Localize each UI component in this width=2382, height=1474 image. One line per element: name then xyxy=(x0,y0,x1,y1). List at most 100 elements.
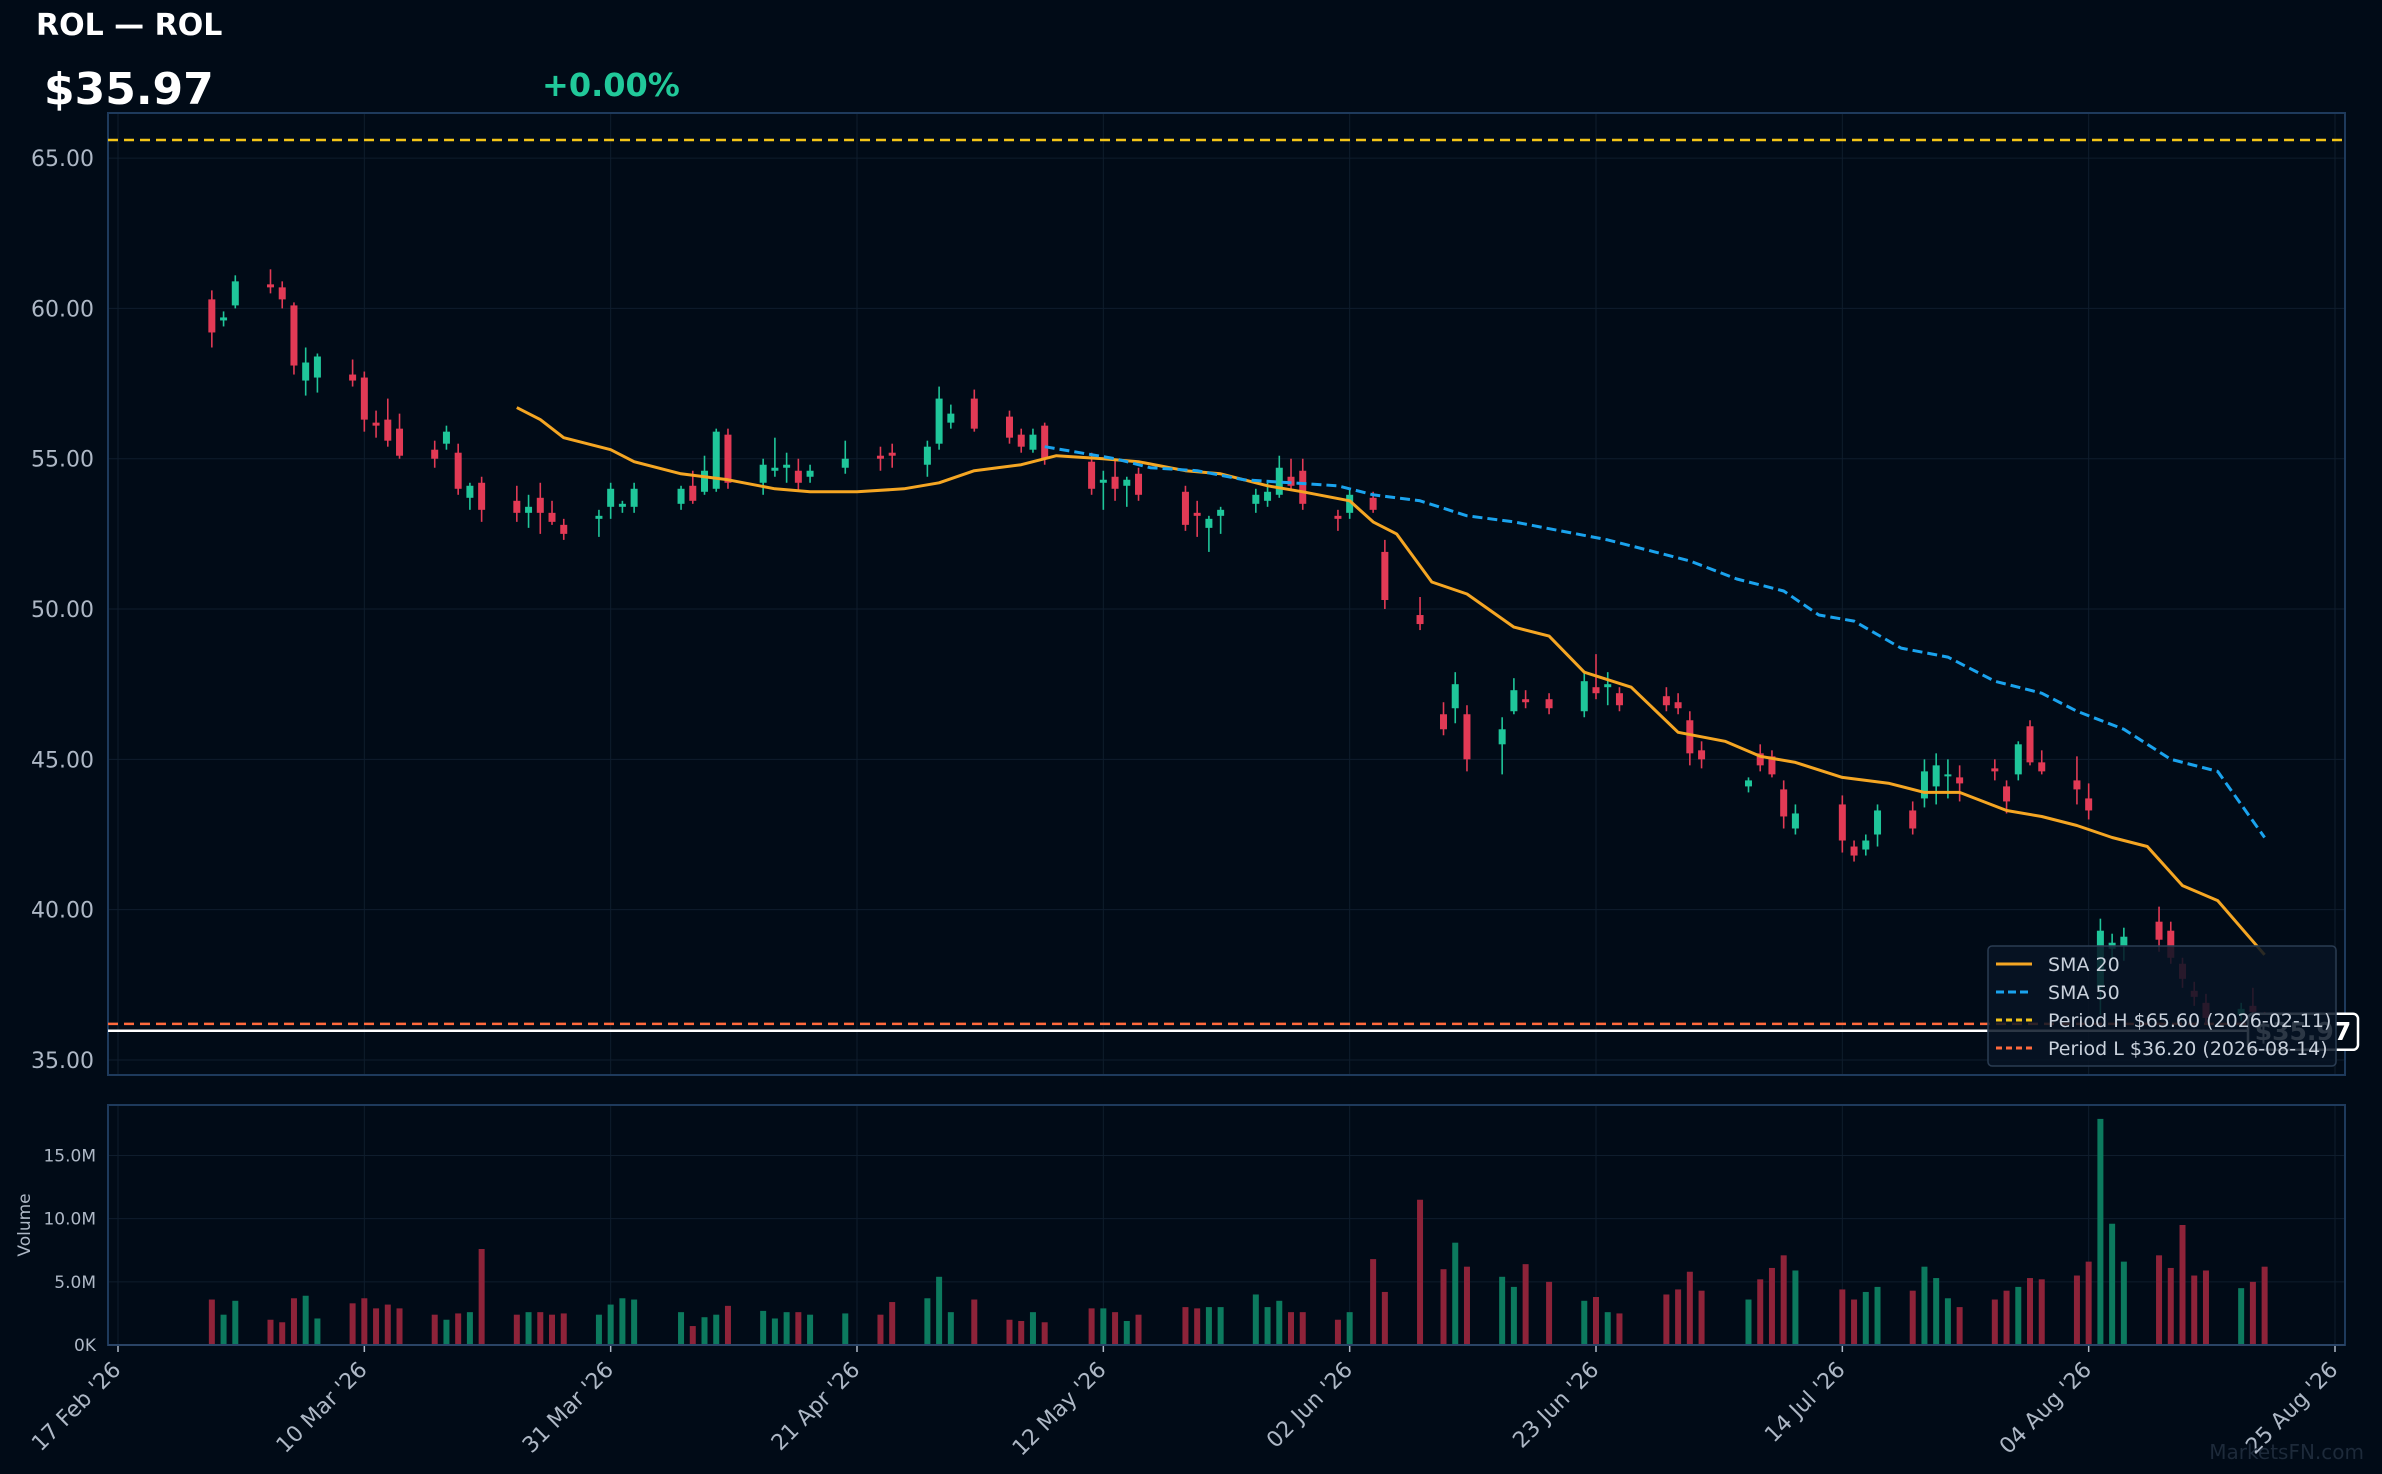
volume-bar xyxy=(1194,1308,1201,1345)
candle-body xyxy=(1498,729,1506,745)
volume-bar xyxy=(795,1312,802,1345)
candle-body xyxy=(1592,687,1600,694)
volume-bar xyxy=(842,1313,849,1345)
candle-body xyxy=(220,317,228,321)
volume-bar xyxy=(1123,1321,1130,1345)
legend-entry: Period L $36.20 (2026-08-14) xyxy=(2048,1038,2328,1060)
candle-body xyxy=(1744,780,1752,787)
candle-body xyxy=(2026,726,2034,763)
volume-bar xyxy=(631,1299,638,1345)
legend: SMA 20 SMA 50 Period H $65.60 (2026-02-11)… xyxy=(1987,945,2337,1067)
candle-body xyxy=(1135,473,1143,495)
volume-bar xyxy=(2261,1266,2268,1345)
volume-bar xyxy=(1593,1297,1599,1345)
volume-axis-label: Volume xyxy=(15,1193,35,1256)
volume-bar xyxy=(290,1298,297,1345)
volume-bar xyxy=(431,1314,438,1345)
candle-body xyxy=(759,464,767,483)
volume-bar xyxy=(1909,1290,1916,1345)
volume-bar xyxy=(373,1308,380,1345)
candle-body xyxy=(876,455,884,459)
candle-body xyxy=(360,377,368,420)
volume-bar xyxy=(1839,1289,1846,1345)
volume-bar xyxy=(1252,1294,1259,1345)
candle-body xyxy=(560,524,568,534)
volume-bar xyxy=(2120,1261,2127,1345)
volume-bar xyxy=(1862,1291,1869,1345)
candle-body xyxy=(1287,476,1295,486)
volume-bar xyxy=(936,1276,943,1345)
volume-bar xyxy=(466,1312,473,1345)
candle-body xyxy=(1005,416,1013,438)
candle-body xyxy=(1674,702,1682,709)
candle-body xyxy=(2073,780,2081,790)
legend-box xyxy=(1987,945,2337,1067)
price-change: +0.00% xyxy=(542,66,680,104)
candle-body xyxy=(1264,491,1272,501)
volume-bar xyxy=(2156,1255,2163,1345)
candle-body xyxy=(794,470,802,483)
volume-tick-label: 15.0M xyxy=(43,1147,96,1167)
volume-bar xyxy=(971,1299,978,1345)
candle-body xyxy=(1545,699,1553,709)
volume-bar xyxy=(1686,1271,1693,1345)
volume-bar xyxy=(2167,1267,2174,1345)
volume-bar xyxy=(783,1312,790,1345)
candle-body xyxy=(689,485,697,501)
volume-bar xyxy=(1029,1312,1036,1345)
candle-body xyxy=(513,500,521,513)
candle-body xyxy=(1111,476,1119,489)
candle-body xyxy=(231,281,239,306)
price-panel[interactable] xyxy=(107,112,2346,1076)
candles xyxy=(208,269,2269,1033)
volume-bar xyxy=(2027,1278,2034,1345)
volume-bar xyxy=(560,1313,567,1345)
volume-bar xyxy=(807,1314,814,1345)
candle-body xyxy=(384,419,392,441)
candle-body xyxy=(595,515,603,519)
candle-body xyxy=(1838,804,1846,841)
candle-body xyxy=(1510,690,1518,712)
sma50-line xyxy=(1044,445,2266,839)
volume-bar xyxy=(549,1314,556,1345)
volume-bar xyxy=(267,1319,274,1345)
candle-body xyxy=(712,431,720,489)
candle-body xyxy=(618,503,626,507)
candle-body xyxy=(2003,786,2011,802)
y-tick-label: 50.00 xyxy=(31,598,94,623)
volume-bar xyxy=(1288,1312,1295,1345)
volume-bar xyxy=(1921,1266,1928,1345)
candle-body xyxy=(1522,699,1530,703)
candle-body xyxy=(278,287,286,300)
candle-body xyxy=(935,398,943,444)
candle-body xyxy=(1991,768,1999,772)
volume-bar xyxy=(208,1299,215,1345)
candle-body xyxy=(1017,434,1025,447)
volume-bar xyxy=(2109,1223,2116,1345)
volume-bar xyxy=(678,1312,685,1345)
candle-body xyxy=(677,488,685,504)
volume-bar xyxy=(2179,1225,2186,1345)
x-tick-label: 23 Jun '26 xyxy=(1508,1358,1604,1454)
volume-bar xyxy=(713,1314,720,1345)
volume-bar xyxy=(689,1326,696,1345)
volume-bar xyxy=(1944,1298,1951,1345)
volume-bar xyxy=(513,1314,520,1345)
candle-body xyxy=(2120,936,2128,946)
volume-bar xyxy=(1135,1314,1142,1345)
volume-bar xyxy=(1334,1319,1341,1345)
candle-body xyxy=(1850,846,1858,856)
candle-body xyxy=(888,452,896,456)
candle-body xyxy=(970,398,978,429)
sma20-line xyxy=(516,406,2266,956)
volume-tick-label: 10.0M xyxy=(43,1210,96,1230)
volume-bar xyxy=(1768,1267,1775,1345)
candle-body xyxy=(1956,777,1964,784)
candle-body xyxy=(1123,479,1131,486)
candle-body xyxy=(454,452,462,489)
x-tick-label: 10 Mar '26 xyxy=(272,1358,373,1459)
candle-body xyxy=(1604,684,1612,688)
candle-body xyxy=(1944,774,1952,777)
candle-body xyxy=(290,305,298,366)
